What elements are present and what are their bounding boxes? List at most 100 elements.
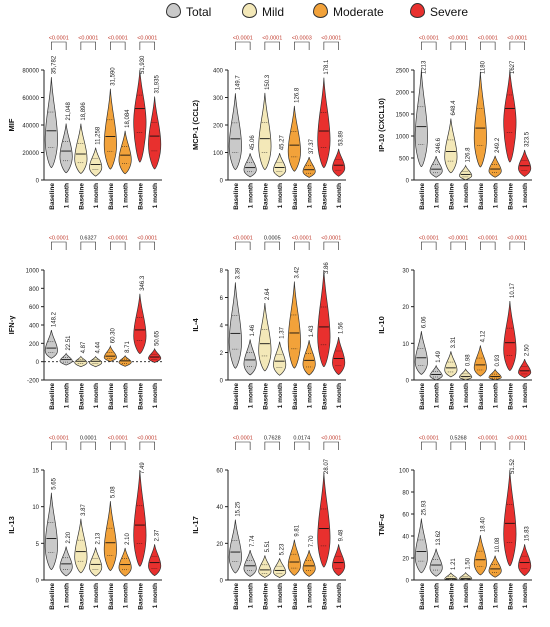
value-label: 28.07 bbox=[324, 458, 330, 474]
y-tick-label: 0 bbox=[36, 179, 40, 185]
violin-1 bbox=[59, 546, 73, 577]
violin-7 bbox=[518, 544, 532, 577]
y-tick-label: 0 bbox=[406, 579, 410, 585]
category-label: Baseline bbox=[419, 183, 426, 210]
violin-7 bbox=[332, 148, 346, 177]
value-label: 4.44 bbox=[96, 341, 102, 353]
p-value-label: <0.0001 bbox=[507, 436, 527, 442]
category-label: 1 month bbox=[493, 183, 500, 208]
p-value-label: <0.0001 bbox=[478, 236, 498, 242]
significance-bracket bbox=[323, 41, 339, 50]
value-label: 4.12 bbox=[480, 330, 486, 342]
value-label: 7.74 bbox=[250, 535, 256, 547]
violin-6 bbox=[133, 69, 147, 163]
category-label: Baseline bbox=[292, 383, 299, 410]
value-label: 249.2 bbox=[495, 137, 501, 153]
y-tick-label: 20 bbox=[402, 305, 409, 311]
value-label: 1.46 bbox=[250, 324, 256, 336]
legend-item-mild: Mild bbox=[242, 3, 284, 19]
violin-7 bbox=[148, 347, 162, 363]
legend-item-severe: Severe bbox=[410, 3, 468, 19]
panel-2: 0 500 1000 1500 2000 2500 IP-10 (CXCL10) 1213 Ba… bbox=[377, 36, 532, 210]
significance-bracket bbox=[51, 241, 67, 250]
y-tick-label: 20 bbox=[216, 542, 223, 548]
y-tick-label: 80 bbox=[402, 491, 409, 497]
category-label: 1 month bbox=[93, 183, 100, 208]
category-label: Baseline bbox=[262, 383, 269, 410]
value-label: 126.8 bbox=[294, 87, 300, 103]
category-label: 1 month bbox=[434, 383, 441, 408]
category-label: 1 month bbox=[64, 583, 71, 608]
significance-bracket bbox=[509, 41, 525, 50]
value-label: 1180 bbox=[480, 60, 486, 74]
panel-1: 0 100 200 300 400 MCP-1 (CCL2) 149.7 Baseline 45… bbox=[191, 36, 346, 210]
violin-6 bbox=[133, 293, 147, 355]
p-value-label: <0.0001 bbox=[233, 36, 253, 42]
legend-label-moderate: Moderate bbox=[333, 5, 384, 19]
p-value-label: <0.0001 bbox=[49, 236, 69, 242]
category-label: 1 month bbox=[248, 383, 255, 408]
legend-item-total: Total bbox=[166, 3, 211, 19]
violin-4 bbox=[473, 345, 487, 377]
significance-bracket bbox=[110, 441, 126, 450]
significance-bracket bbox=[509, 441, 525, 450]
category-label: 1 month bbox=[93, 383, 100, 408]
significance-bracket bbox=[139, 41, 155, 50]
violin-3 bbox=[459, 164, 473, 181]
violin-6 bbox=[317, 77, 331, 169]
category-label: 1 month bbox=[93, 583, 100, 608]
y-tick-label: 100 bbox=[399, 469, 410, 475]
category-label: 1 month bbox=[307, 583, 314, 608]
violin-0 bbox=[414, 331, 428, 375]
violin-2 bbox=[74, 518, 88, 574]
y-tick-label: 100 bbox=[213, 151, 224, 157]
y-tick-label: 0 bbox=[36, 579, 40, 585]
violin-2 bbox=[258, 92, 272, 171]
category-label: 1 month bbox=[248, 183, 255, 208]
category-label: Baseline bbox=[137, 383, 144, 410]
violin-6 bbox=[133, 469, 147, 567]
category-label: 1 month bbox=[64, 383, 71, 408]
significance-bracket bbox=[450, 441, 466, 450]
category-label: 1 month bbox=[152, 583, 159, 608]
value-label: 1.49 bbox=[436, 350, 442, 362]
y-axis-label: MCP-1 (CCL2) bbox=[191, 99, 200, 150]
value-label: 45.27 bbox=[280, 135, 286, 151]
category-label: 1 month bbox=[522, 383, 529, 408]
category-label: Baseline bbox=[478, 583, 485, 610]
y-tick-label: 15 bbox=[32, 469, 39, 475]
value-label: 2.64 bbox=[265, 288, 271, 300]
value-label: 3.39 bbox=[235, 267, 241, 279]
significance-bracket bbox=[264, 441, 280, 450]
y-tick-label: 600 bbox=[29, 305, 40, 311]
violin-4 bbox=[103, 344, 117, 363]
violin-7 bbox=[332, 336, 346, 376]
value-label: 1.37 bbox=[280, 326, 286, 338]
category-label: 1 month bbox=[277, 583, 284, 608]
significance-bracket bbox=[110, 241, 126, 250]
violin-7 bbox=[518, 359, 532, 379]
legend-swatch-total bbox=[166, 3, 181, 18]
panel-3: -200 0 200 400 600 800 1000 IFN-γ 148.2 Baseline 2… bbox=[7, 236, 162, 410]
y-tick-label: 6 bbox=[220, 296, 224, 302]
violin-6 bbox=[317, 472, 331, 568]
category-label: Baseline bbox=[448, 383, 455, 410]
p-value-label: 0.0005 bbox=[264, 236, 281, 242]
significance-bracket bbox=[294, 41, 310, 50]
category-label: 1 month bbox=[277, 383, 284, 408]
category-label: Baseline bbox=[448, 583, 455, 610]
significance-bracket bbox=[421, 441, 437, 450]
significance-bracket bbox=[139, 241, 155, 250]
p-value-label: 0.6327 bbox=[80, 236, 97, 242]
panel-8: 0 20 40 60 80 100 TNF-α 25.93 Baseline 13.62 1 mon… bbox=[377, 436, 532, 610]
category-label: 1 month bbox=[152, 183, 159, 208]
violin-2 bbox=[444, 351, 458, 378]
y-tick-label: 0 bbox=[220, 379, 224, 385]
value-label: 126.8 bbox=[466, 147, 472, 163]
category-label: Baseline bbox=[321, 583, 328, 610]
violin-0 bbox=[228, 93, 242, 171]
significance-bracket bbox=[323, 441, 339, 450]
violin-5 bbox=[302, 550, 316, 577]
violin-4 bbox=[103, 501, 117, 572]
value-label: 51.52 bbox=[510, 458, 516, 474]
